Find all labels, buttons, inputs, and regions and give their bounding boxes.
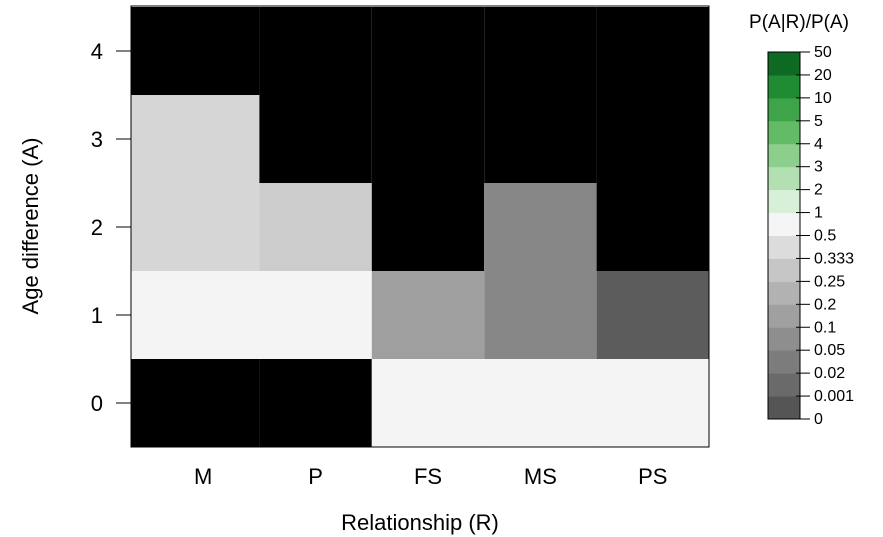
colorbar-title: P(A|R)/P(A) [749,12,849,33]
heatmap-cell-PS-2 [596,183,709,271]
colorbar-tick-label: 1 [814,205,823,222]
heatmap-cell-FS-2 [371,183,485,271]
colorbar-tick-label: 3 [814,159,823,176]
heatmap-cell-P-4 [259,7,372,95]
heatmap-cell-MS-1 [484,271,597,359]
heatmap-cell-PS-1 [596,271,709,359]
heatmap-cell-MS-4 [484,7,597,95]
heatmap-cell-P-1 [259,271,372,359]
heatmap-cell-FS-3 [371,95,485,183]
colorbar-segment [768,189,800,214]
heatmap-cell-PS-3 [596,95,709,183]
colorbar-segment [768,304,800,328]
heatmap-cell-P-2 [259,183,372,271]
heatmap-cell-PS-4 [596,7,709,95]
heatmap-cell-FS-0 [371,359,485,447]
heatmap-cell-M-3 [131,95,260,183]
y-axis: 0 1 2 3 4 [91,39,131,416]
heatmap-cell-MS-0 [484,359,597,447]
colorbar-segment [768,350,800,374]
y-tick-label: 2 [91,215,103,240]
x-tick-label: PS [638,464,667,489]
colorbar-tick-label: 4 [814,136,823,153]
colorbar-segment [768,327,800,351]
colorbar-segment [768,258,800,282]
colorbar-tick-label: 0.001 [814,388,854,405]
colorbar-segment [768,52,800,76]
colorbar-tick-label: 10 [814,90,832,107]
heatmap-cell-MS-3 [484,95,597,183]
heatmap-cells [131,7,709,447]
colorbar-segment [768,120,800,145]
colorbar-tick-label: 0.05 [814,342,845,359]
y-tick-label: 4 [91,39,103,64]
colorbar-segment [768,74,800,99]
heatmap-cell-M-2 [131,183,260,271]
colorbar-tick-label: 5 [814,113,823,130]
colorbar-segment [768,373,800,397]
heatmap-cell-MS-2 [484,183,597,271]
colorbar-segment [768,235,800,259]
colorbar-tick-label: 0.5 [814,228,836,245]
y-tick-label: 0 [91,391,103,416]
heatmap-cell-PS-0 [596,359,709,447]
colorbar-segment [768,166,800,191]
colorbar-segment [768,143,800,168]
heatmap-cell-M-1 [131,271,260,359]
colorbar-tick-label: 0.25 [814,273,845,290]
colorbar-tick-label: 2 [814,182,823,199]
y-axis-title: Age difference (A) [18,138,43,315]
colorbar-tick-label: 0.1 [814,319,836,336]
colorbar-segment [768,212,800,236]
colorbar-segment [768,396,800,420]
x-tick-label: MS [524,464,557,489]
x-axis-title: Relationship (R) [341,510,499,535]
colorbar-tick-label: 20 [814,67,832,84]
x-axis: M P FS MS PS [194,464,667,489]
colorbar-tick-label: 0.2 [814,296,836,313]
heatmap-cell-P-0 [259,359,372,447]
heatmap-cell-P-3 [259,95,372,183]
y-tick-label: 1 [91,303,103,328]
heatmap-cell-M-4 [131,7,260,95]
y-tick-label: 3 [91,127,103,152]
heatmap-cell-FS-4 [371,7,485,95]
colorbar-segment [768,97,800,122]
colorbar: 0 0.001 0.02 0.05 0.1 0.2 0.25 0.333 0.5 1 2 3 4 5 10 2… [767,44,854,428]
colorbar-tick-label: 0 [814,411,823,428]
colorbar-tick-label: 50 [814,44,832,61]
x-tick-label: M [194,464,212,489]
colorbar-segment [768,281,800,305]
colorbar-tick-label: 0.333 [814,250,854,267]
heatmap-cell-M-0 [131,359,260,447]
colorbar-tick-label: 0.02 [814,365,845,382]
heatmap-cell-FS-1 [371,271,485,359]
x-tick-label: P [308,464,323,489]
x-tick-label: FS [414,464,442,489]
